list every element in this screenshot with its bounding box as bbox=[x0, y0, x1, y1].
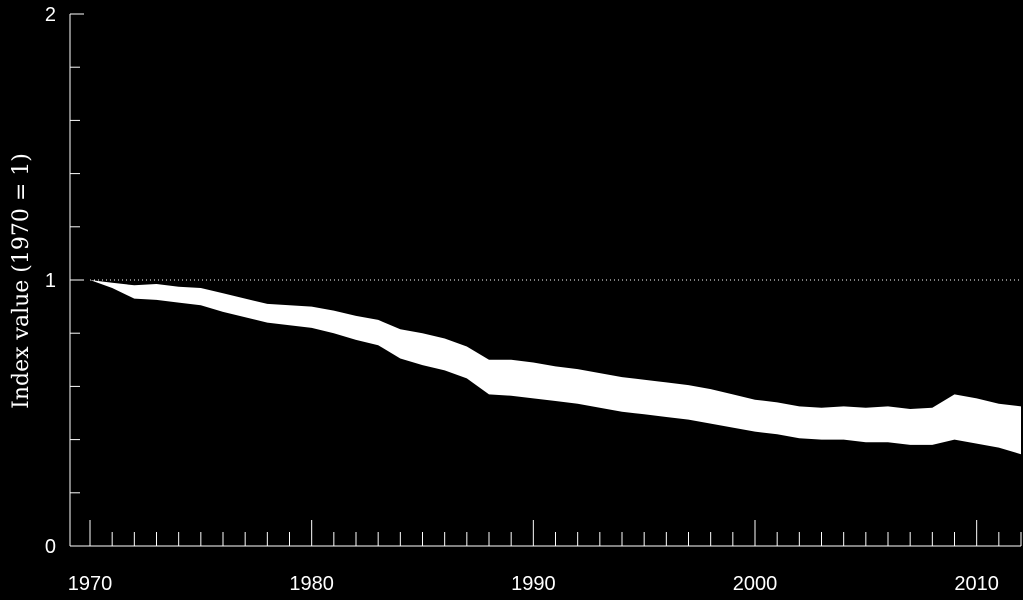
x-tick-label: 1970 bbox=[68, 573, 113, 595]
y-tick-label: 0 bbox=[45, 536, 56, 558]
uncertainty-band bbox=[90, 280, 1021, 455]
band-layer bbox=[90, 280, 1021, 455]
x-tick-label: 1990 bbox=[511, 573, 556, 595]
x-tick-label: 2010 bbox=[954, 573, 999, 595]
y-axis-title: Index value (1970 = 1) bbox=[9, 153, 34, 409]
x-tick-label: 2000 bbox=[733, 573, 778, 595]
y-tick-label: 2 bbox=[45, 4, 56, 26]
axes bbox=[69, 13, 1022, 547]
y-tick-label: 1 bbox=[45, 270, 56, 292]
x-tick-label: 1980 bbox=[289, 573, 334, 595]
tick-labels: 0 1 2 1970 1980 1990 2000 2010 bbox=[45, 4, 999, 595]
